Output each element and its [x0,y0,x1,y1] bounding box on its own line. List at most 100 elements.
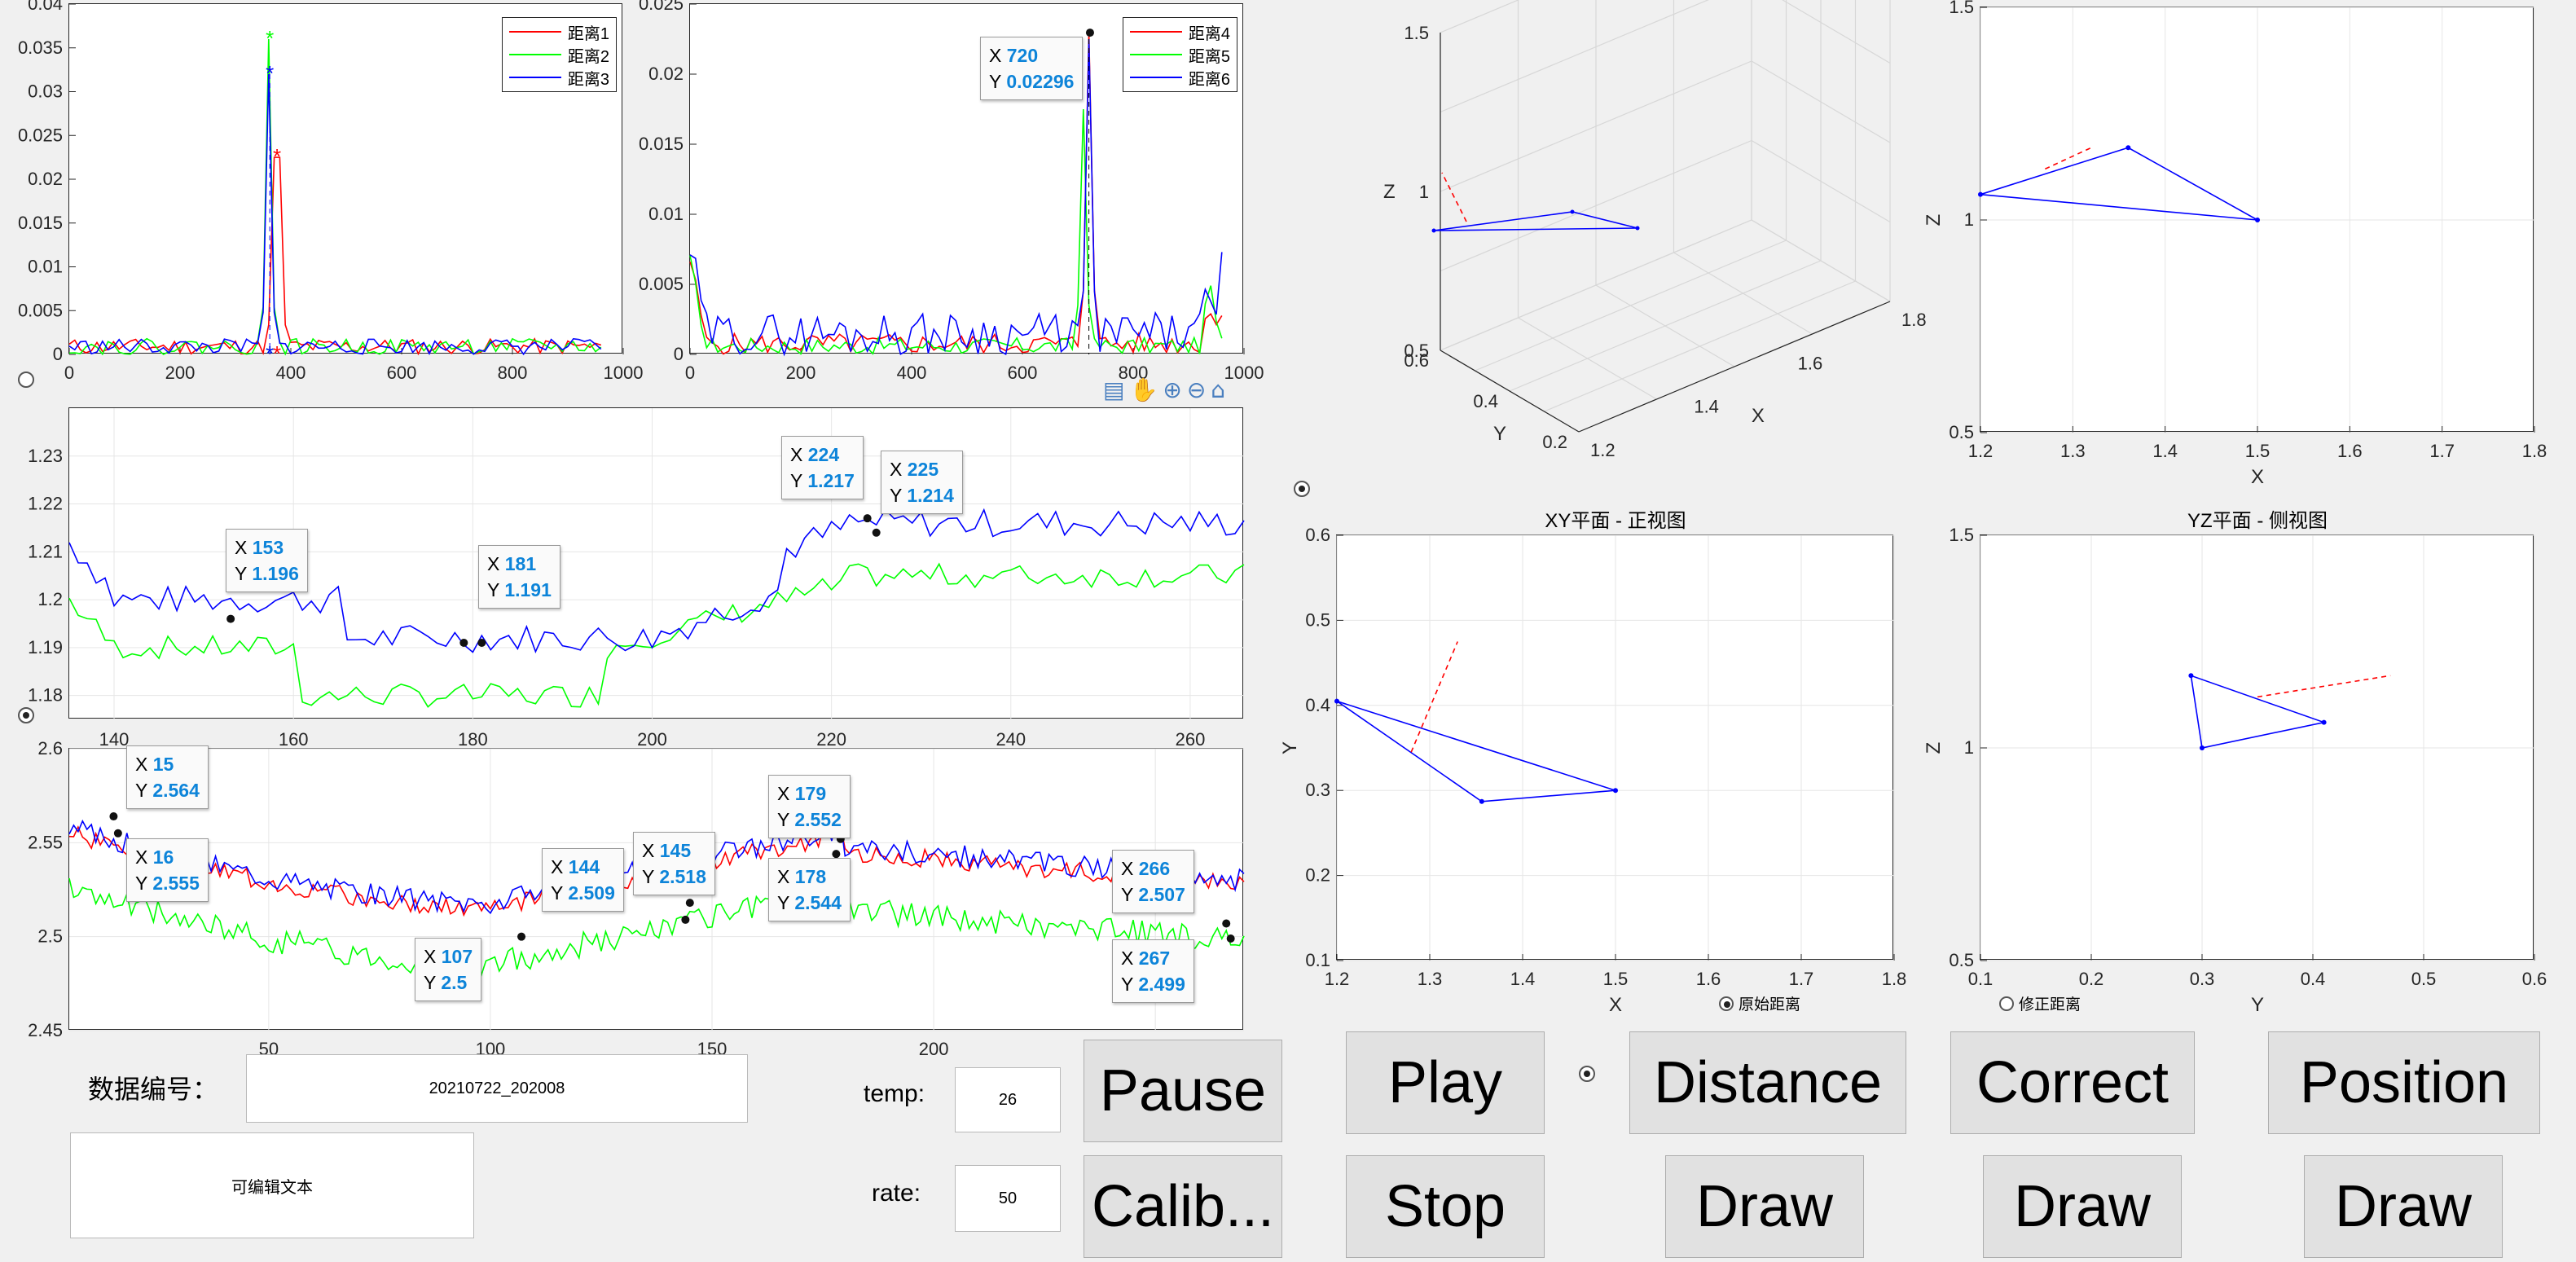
xz-plane-view[interactable]: 1.2 1.3 1.4 1.5 1.6 1.7 1.8 0.5 1 1.5 X Z [1923,0,2547,488]
datatip[interactable]: X 153 Y 1.196 [226,529,308,592]
x-tick-label: 1.7 [2429,441,2455,461]
editable-text-area[interactable]: 可编辑文本 [70,1132,474,1238]
distance-chart-1[interactable]: 0 200 400 600 800 1000 0 0.005 0.01 0.015 0.02 0.02… [18,0,644,383]
datatip[interactable]: X 181 Y 1.191 [478,545,560,609]
mode-select-radio[interactable] [1579,1066,1595,1082]
datatip[interactable]: X 267 Y 2.499 [1112,939,1194,1003]
datatip-point [832,850,841,859]
datatip[interactable]: X 178 Y 2.544 [768,858,851,921]
pan-hand-icon[interactable]: ✋ [1129,376,1158,403]
home-icon[interactable]: ⌂ [1211,376,1226,403]
x-tick-label: 1000 [1224,363,1264,383]
x-axis-label: X [1752,405,1765,427]
triangle-outline [1433,211,1638,231]
x-tick-label: 0 [685,363,695,383]
axes-toolbar[interactable]: ▤ ✋ ⊕ ⊖ ⌂ [1103,376,1225,403]
vertex-point [1635,226,1640,231]
chart-select-radio-1[interactable] [18,372,34,388]
plot-title: YZ平面 - 侧视图 [2187,510,2328,532]
legend-item: 距离6 [1188,70,1230,89]
zoom-out-icon[interactable]: ⊖ [1186,376,1207,403]
vertex-point [1479,798,1484,804]
datatip[interactable]: X 144 Y 2.509 [542,848,624,912]
x-tick-label: 800 [1119,363,1149,383]
vertex-point [1978,191,1983,197]
y-tick-label: 0.025 [639,0,684,14]
y-tick-label: 0.03 [28,81,63,102]
raw-distance-chart[interactable]: 501001502002502.452.52.552.6 X 15Y 2.564… [28,738,1245,1059]
datatip[interactable]: X 266 Y 2.507 [1112,850,1194,913]
y-tick-label: 0.1 [1305,950,1330,970]
datatip[interactable]: X 720 Y 0.02296 [980,37,1084,100]
yz-plane-view[interactable]: 0.1 0.2 0.3 0.4 0.5 0.6 0.5 1 1.5 YZ平面 - 侧视图 Y Z [1923,510,2547,1016]
normal-vector [2257,675,2391,698]
temp-label: temp: [864,1080,925,1107]
z-tick-label: 0.5 [1404,341,1429,361]
datatip[interactable]: X 16 Y 2.555 [126,838,209,902]
calib-button[interactable]: Calib... [1084,1155,1282,1258]
radio-corrected-distance[interactable]: 修正距离 [1999,992,2081,1014]
y-tick-label: 0.5 [1949,422,1974,442]
brush-icon[interactable]: ▤ [1103,376,1125,403]
draw-position-button[interactable]: Draw [2304,1155,2503,1258]
normal-vector [2044,147,2092,170]
datatip[interactable]: X 225 Y 1.214 [881,451,963,514]
x-tick-label: 0.5 [2411,969,2437,989]
xy-plane-plot: 1.2 1.3 1.4 1.5 1.6 1.7 1.8 0.1 0.2 0.3 0.4 0.5 0.6 X… [1279,510,1906,1016]
datatip-point [109,812,118,821]
radio-original-distance[interactable]: 原始距离 [1719,992,1800,1014]
y-tick-label: 2.45 [28,1020,63,1040]
datatip[interactable]: X 107 Y 2.5 [415,938,482,1001]
x-tick-label: 140 [99,729,130,750]
series-line [68,508,1245,653]
chart-select-radio-2[interactable] [18,707,34,723]
y-axis [1440,350,1580,433]
view-select-radio[interactable] [1294,481,1310,497]
x-tick-label: 1.3 [1418,969,1443,989]
y-tick-label: 0.2 [1305,865,1330,886]
x-tick-label: 1.2 [1325,969,1350,989]
datatip[interactable]: X 145 Y 2.518 [633,832,715,895]
peak-marker: * [266,26,274,51]
datatip[interactable]: X 15 Y 2.564 [126,745,209,809]
distance-button[interactable]: Distance [1629,1031,1906,1134]
base-marker: * [273,341,281,366]
rate-input[interactable]: 50 [955,1165,1061,1232]
vertex-point [2255,218,2260,222]
draw-distance-button[interactable]: Draw [1665,1155,1864,1258]
corrected-distance-plot: 140 160 180 200 220 240 260 1.18 1.19 1.2 1.21 1.22… [28,408,1245,750]
x-tick-label: 0.1 [1968,969,1994,989]
datatip-point [1222,919,1231,928]
x-tick-label: 400 [276,363,306,383]
view-3d-plot: 1.2 1.4 1.6 1.8 0.6 0.4 0.2 0.5 1 1.5 X Y Z [1383,0,1927,460]
stop-button[interactable]: Stop [1346,1155,1545,1258]
play-button[interactable]: Play [1346,1031,1545,1134]
radio-dot[interactable] [1719,996,1734,1011]
vertex-point [1334,698,1339,704]
y-tick-label: 1.23 [28,446,63,466]
x-tick-label: 240 [996,729,1026,750]
y-tick-label: 1.21 [28,541,63,561]
corrected-distance-chart[interactable]: 140 160 180 200 220 240 260 1.18 1.19 1.2 1.21 1.22… [28,407,1245,750]
pause-button[interactable]: Pause [1084,1040,1282,1142]
x-tick-label: 220 [816,729,846,750]
radio-dot[interactable] [1999,996,2014,1011]
zoom-in-icon[interactable]: ⊕ [1163,376,1182,403]
data-id-field[interactable]: 20210722_202008 [246,1054,748,1123]
x-tick-label: 1.5 [2245,441,2270,461]
distance-chart-2[interactable]: 0 200 400 600 800 1000 0 0.005 0.01 0.015 0.02 0.02… [639,0,1264,383]
datatip[interactable]: X 224 Y 1.217 [781,436,864,499]
datatip-point [459,638,468,647]
temp-input[interactable]: 26 [955,1067,1061,1132]
y-tick-label: 1.22 [28,494,63,514]
plot-title: XY平面 - 正视图 [1545,510,1686,532]
position-button[interactable]: Position [2268,1031,2540,1134]
correct-button[interactable]: Correct [1950,1031,2195,1134]
view-3d[interactable]: 1.2 1.4 1.6 1.8 0.6 0.4 0.2 0.5 1 1.5 X Y Z [1271,0,1927,473]
draw-correct-button[interactable]: Draw [1983,1155,2182,1258]
xy-plane-view[interactable]: 1.2 1.3 1.4 1.5 1.6 1.7 1.8 0.1 0.2 0.3 0.4 0.5 0.6 X… [1279,510,1906,1016]
x-tick-label: 1.6 [2337,441,2363,461]
y-tick-label: 1.5 [1949,525,1974,545]
x-tick-label: 1.2 [1968,441,1994,461]
datatip[interactable]: X 179 Y 2.552 [768,775,851,838]
